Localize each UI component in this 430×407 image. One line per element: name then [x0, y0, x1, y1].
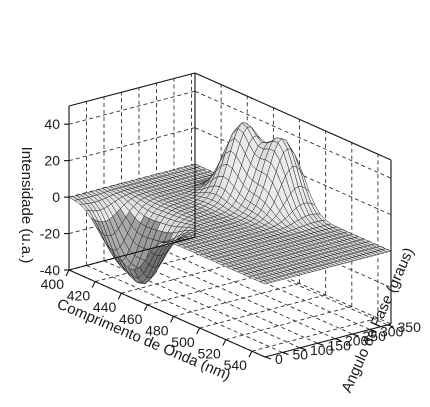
floor-grid-line: [225, 306, 352, 341]
y-tick-label: 250: [363, 328, 387, 344]
x-tick-label: 540: [224, 357, 248, 373]
box-edge: [68, 236, 196, 271]
y-tick-mark: [317, 342, 324, 346]
y-tick-mark: [369, 328, 377, 333]
y-tick-mark: [334, 338, 342, 342]
floor-grid-line: [251, 317, 379, 352]
y-tick-label: 300: [380, 324, 404, 340]
axis-box: [68, 72, 392, 358]
x-tick-label: 400: [41, 276, 65, 292]
surface-mesh: [68, 122, 392, 285]
z-tick-label: 40: [44, 116, 60, 132]
x-tick-mark: [91, 281, 96, 288]
x-tick-mark: [170, 316, 175, 323]
y-tick-label: 350: [398, 319, 422, 335]
x-tick-mark: [117, 292, 122, 300]
back-wall-grid-line: [194, 90, 392, 179]
x-tick-mark: [222, 339, 227, 346]
z-axis-label: Intensidade (u.a.): [18, 147, 35, 264]
left-wall-grid-line: [68, 90, 196, 125]
y-tick-label: 50: [293, 346, 309, 362]
box-edge: [68, 269, 266, 358]
x-tick-label: 480: [145, 322, 169, 338]
x-tick-mark: [248, 350, 253, 358]
x-tick-mark: [196, 327, 201, 335]
z-tick-label: 20: [44, 153, 60, 169]
z-tick-label: -20: [40, 226, 60, 242]
floor-grid-line: [173, 282, 300, 317]
x-tick-label: 520: [197, 346, 221, 362]
x-axis-label: Comprimento de Onda (nm): [54, 296, 233, 385]
z-tick-label: 0: [52, 189, 60, 205]
x-tick-label: 460: [119, 311, 143, 327]
y-tick-mark: [387, 324, 394, 328]
box-edge: [68, 72, 196, 107]
floor-grid-line: [86, 265, 283, 353]
box-edge: [194, 72, 392, 161]
surface-cell: [258, 280, 270, 285]
left-wall-grid-line: [68, 127, 196, 162]
y-tick-label: 100: [310, 342, 334, 358]
y-tick-mark: [264, 356, 272, 360]
z-tick-label: -40: [40, 262, 60, 278]
x-tick-label: 500: [171, 334, 195, 350]
y-tick-mark: [299, 347, 307, 351]
x-tick-label: 420: [67, 288, 91, 304]
y-tick-label: 150: [328, 337, 352, 353]
floor-grid-line: [156, 246, 353, 335]
y-tick-label: 200: [345, 333, 369, 349]
x-tick-label: 440: [93, 299, 117, 315]
floor-grid-line: [138, 251, 336, 340]
floor-grid-line: [199, 294, 326, 329]
y-tick-label: 0: [275, 351, 283, 367]
x-tick-mark: [143, 304, 148, 312]
y-tick-mark: [352, 333, 359, 337]
y-tick-mark: [282, 351, 289, 355]
x-tick-mark: [65, 269, 70, 277]
